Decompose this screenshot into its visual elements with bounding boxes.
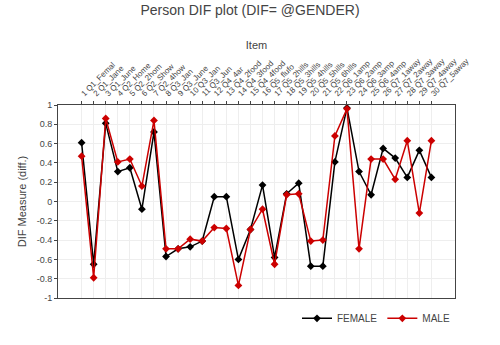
svg-text:6 Q2_Show: 6 Q2_Show bbox=[140, 62, 176, 98]
svg-text:0.2: 0.2 bbox=[40, 177, 53, 187]
svg-text:22 Q6_1amp: 22 Q6_1amp bbox=[333, 59, 372, 98]
svg-text:23 Q6_2amp: 23 Q6_2amp bbox=[345, 59, 384, 98]
svg-text:Item: Item bbox=[246, 39, 267, 51]
svg-text:0.6: 0.6 bbox=[40, 139, 53, 149]
svg-text:30 Q7_5away: 30 Q7_5away bbox=[429, 57, 470, 98]
svg-text:1: 1 bbox=[47, 100, 52, 110]
svg-text:MALE: MALE bbox=[422, 313, 450, 324]
svg-text:FEMALE: FEMALE bbox=[337, 313, 377, 324]
svg-text:-1: -1 bbox=[44, 293, 52, 303]
svg-text:7 Q2_4how: 7 Q2_4how bbox=[152, 63, 187, 98]
svg-text:9 Q3_June: 9 Q3_June bbox=[176, 64, 210, 98]
svg-text:1 Q1_Femal: 1 Q1_Femal bbox=[79, 60, 117, 98]
svg-text:17 Q5_2hills: 17 Q5_2hills bbox=[272, 60, 310, 98]
svg-text:27 Q7_2away: 27 Q7_2away bbox=[393, 57, 434, 98]
svg-text:10 Q3_Jan: 10 Q3_Jan bbox=[188, 64, 222, 98]
svg-text:18 Q5_3hills: 18 Q5_3hills bbox=[285, 60, 323, 98]
svg-text:-0.2: -0.2 bbox=[37, 216, 53, 226]
svg-text:0.8: 0.8 bbox=[40, 119, 53, 129]
svg-text:2 Q1_Jane: 2 Q1_Jane bbox=[92, 64, 126, 98]
svg-text:13 Q4_2food: 13 Q4_2food bbox=[224, 59, 263, 98]
svg-text:3 Q1_June: 3 Q1_June bbox=[104, 64, 138, 98]
svg-text:8 Q3_Jan: 8 Q3_Jan bbox=[164, 67, 195, 98]
svg-text:5 Q2_2hom: 5 Q2_2hom bbox=[128, 62, 164, 98]
svg-text:24 Q6_3amp: 24 Q6_3amp bbox=[357, 59, 396, 98]
svg-text:12 Q4_4ar: 12 Q4_4ar bbox=[212, 65, 245, 98]
svg-text:-0.8: -0.8 bbox=[37, 274, 53, 284]
svg-text:Person DIF plot (DIF= @GENDER): Person DIF plot (DIF= @GENDER) bbox=[140, 2, 359, 18]
svg-text:-0.6: -0.6 bbox=[37, 255, 53, 265]
svg-text:25 Q6_4amp: 25 Q6_4amp bbox=[369, 59, 408, 98]
svg-text:21 Q5_6hills: 21 Q5_6hills bbox=[321, 60, 359, 98]
svg-text:DIF Measure (diff.): DIF Measure (diff.) bbox=[16, 156, 28, 248]
svg-text:-0.4: -0.4 bbox=[37, 235, 53, 245]
svg-text:26 Q7_1away: 26 Q7_1away bbox=[381, 57, 422, 98]
svg-text:28 Q7_3away: 28 Q7_3away bbox=[405, 57, 446, 98]
svg-text:0: 0 bbox=[47, 197, 52, 207]
svg-text:11 Q3_Jun: 11 Q3_Jun bbox=[200, 64, 234, 98]
svg-text:4 Q2_Home: 4 Q2_Home bbox=[116, 61, 153, 98]
svg-text:29 Q7_4away: 29 Q7_4away bbox=[417, 57, 458, 98]
svg-text:16 Q5_flufo: 16 Q5_flufo bbox=[260, 62, 296, 98]
svg-text:20 Q5_5hills: 20 Q5_5hills bbox=[309, 60, 347, 98]
svg-text:0.4: 0.4 bbox=[40, 158, 53, 168]
svg-text:14 Q4_3food: 14 Q4_3food bbox=[236, 59, 275, 98]
svg-text:19 Q5_4hills: 19 Q5_4hills bbox=[297, 60, 335, 98]
svg-text:15 Q4_4food: 15 Q4_4food bbox=[248, 59, 287, 98]
